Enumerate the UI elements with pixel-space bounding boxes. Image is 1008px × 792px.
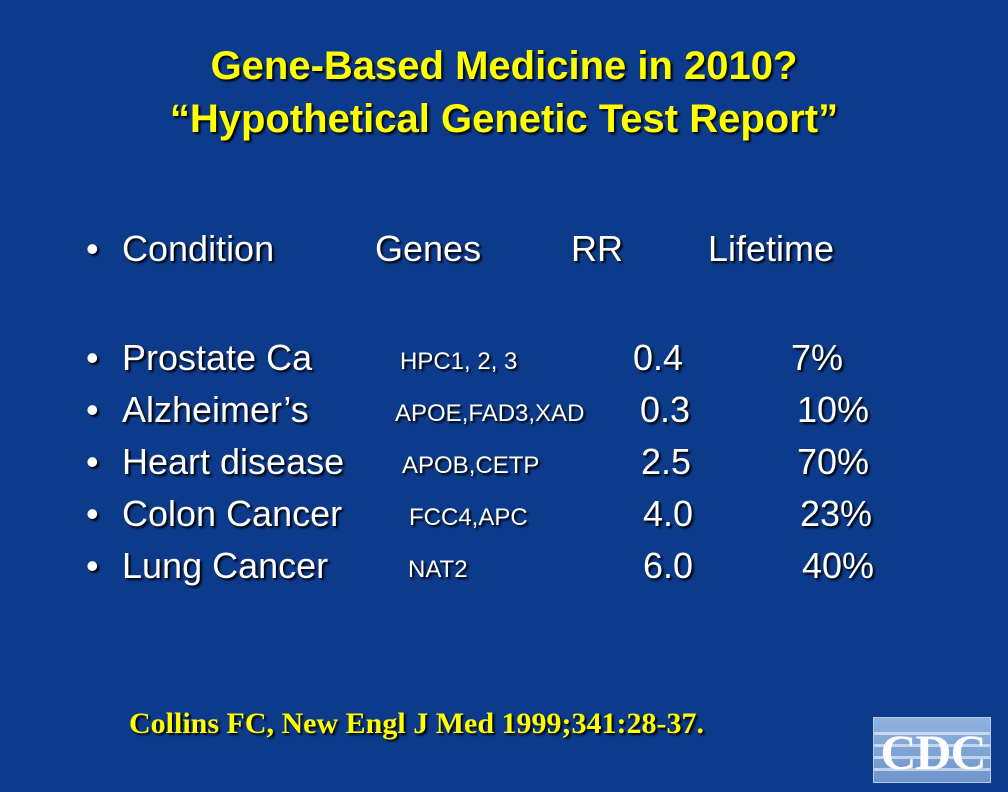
genes-cell: APOB,CETP: [402, 452, 540, 479]
cdc-logo: CDC: [873, 717, 991, 783]
condition-cell: Colon Cancer: [122, 493, 343, 534]
table-row: • Colon Cancer FCC4,APC 4.0 23%: [0, 489, 1008, 539]
column-header-lifetime: Lifetime: [708, 228, 835, 269]
column-header-genes: Genes: [375, 228, 482, 269]
bullet: •: [86, 441, 99, 482]
lifetime-cell: 10%: [797, 389, 870, 430]
condition-cell: Prostate Ca: [122, 337, 313, 378]
table-row: • Heart disease APOB,CETP 2.5 70%: [0, 437, 1008, 487]
genes-cell: HPC1, 2, 3: [400, 348, 518, 375]
lifetime-cell: 70%: [797, 441, 870, 482]
table-row: • Lung Cancer NAT2 6.0 40%: [0, 541, 1008, 591]
column-header-condition: Condition: [122, 228, 275, 269]
rr-cell: 4.0: [643, 493, 694, 534]
column-header-rr: RR: [571, 228, 623, 269]
bullet: •: [86, 545, 99, 586]
condition-cell: Alzheimer’s: [122, 389, 309, 430]
slide-title: Gene-Based Medicine in 2010?: [210, 44, 798, 88]
condition-cell: Heart disease: [122, 441, 345, 482]
lifetime-cell: 40%: [802, 545, 875, 586]
bullet: •: [86, 337, 99, 378]
bullet: •: [86, 228, 99, 269]
genes-cell: APOE,FAD3,XAD: [395, 400, 585, 427]
table-row: • Prostate Ca HPC1, 2, 3 0.4 7%: [0, 333, 1008, 383]
rr-cell: 2.5: [641, 441, 692, 482]
genes-cell: NAT2: [408, 556, 468, 583]
rr-cell: 6.0: [643, 545, 694, 586]
table-header-row: • Condition Genes RR Lifetime: [0, 224, 1008, 274]
lifetime-cell: 23%: [800, 493, 873, 534]
table-row: • Alzheimer’s APOE,FAD3,XAD 0.3 10%: [0, 385, 1008, 435]
citation: Collins FC, New Engl J Med 1999;341:28-3…: [129, 707, 704, 740]
genes-cell: FCC4,APC: [409, 504, 528, 531]
cdc-logo-text: CDC: [880, 724, 986, 780]
bullet: •: [86, 389, 99, 430]
condition-cell: Lung Cancer: [122, 545, 329, 586]
rr-cell: 0.4: [633, 337, 684, 378]
lifetime-cell: 7%: [791, 337, 844, 378]
bullet: •: [86, 493, 99, 534]
rr-cell: 0.3: [640, 389, 691, 430]
slide-subtitle: “Hypothetical Genetic Test Report”: [169, 97, 839, 141]
